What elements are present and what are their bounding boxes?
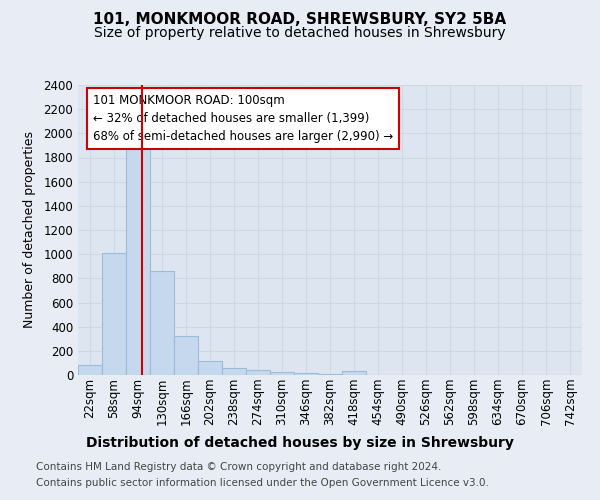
- Bar: [102, 253, 126, 375]
- Bar: [126, 146, 150, 375]
- Bar: [174, 336, 198, 375]
- Y-axis label: Number of detached properties: Number of detached properties: [23, 132, 37, 328]
- Bar: [78, 364, 102, 375]
- Bar: [150, 271, 174, 375]
- Text: 101, MONKMOOR ROAD, SHREWSBURY, SY2 5BA: 101, MONKMOOR ROAD, SHREWSBURY, SY2 5BA: [94, 12, 506, 28]
- Bar: [342, 372, 366, 375]
- Bar: [318, 374, 342, 375]
- Text: Distribution of detached houses by size in Shrewsbury: Distribution of detached houses by size …: [86, 436, 514, 450]
- Text: 101 MONKMOOR ROAD: 100sqm
← 32% of detached houses are smaller (1,399)
68% of se: 101 MONKMOOR ROAD: 100sqm ← 32% of detac…: [93, 94, 394, 142]
- Bar: [222, 368, 246, 375]
- Bar: [198, 361, 222, 375]
- Text: Size of property relative to detached houses in Shrewsbury: Size of property relative to detached ho…: [94, 26, 506, 40]
- Bar: [294, 373, 318, 375]
- Bar: [270, 372, 294, 375]
- Text: Contains HM Land Registry data © Crown copyright and database right 2024.: Contains HM Land Registry data © Crown c…: [36, 462, 442, 472]
- Text: Contains public sector information licensed under the Open Government Licence v3: Contains public sector information licen…: [36, 478, 489, 488]
- Bar: [246, 370, 270, 375]
